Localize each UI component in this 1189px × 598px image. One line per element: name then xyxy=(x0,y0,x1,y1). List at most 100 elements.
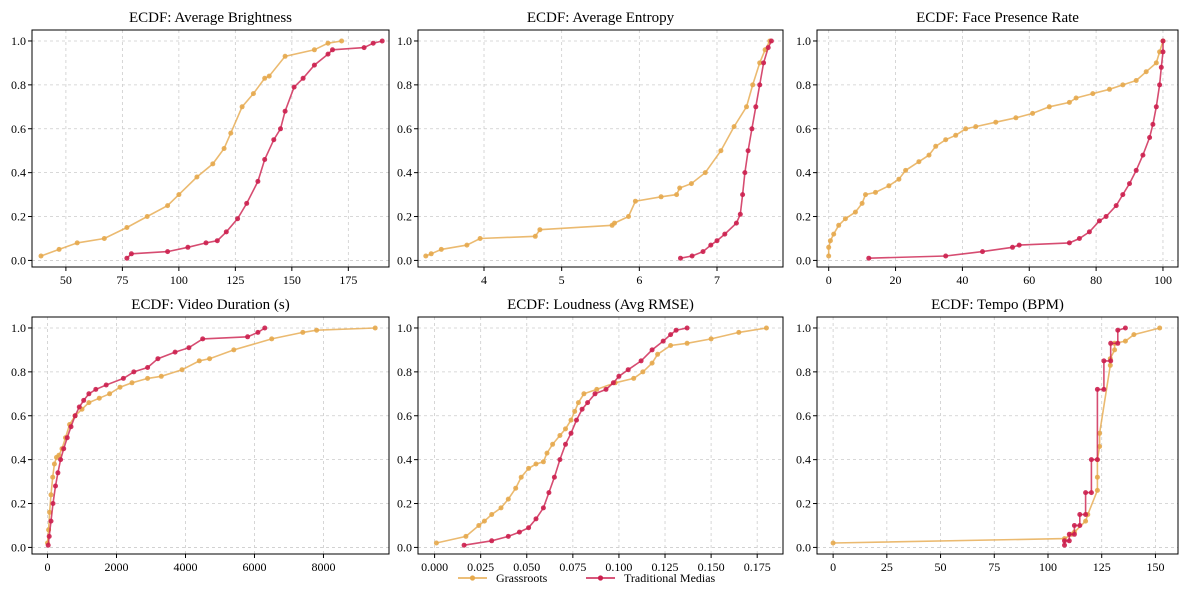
data-point-traditional xyxy=(45,542,51,548)
x-tick-label: 6000 xyxy=(242,560,266,574)
data-point-grassroots xyxy=(56,246,62,252)
data-point-grassroots xyxy=(1094,474,1100,480)
data-point-traditional xyxy=(55,470,61,476)
data-point-traditional xyxy=(262,157,268,162)
subplot-title: ECDF: Tempo (BPM) xyxy=(931,297,1064,313)
plot-frame xyxy=(417,316,784,555)
data-point-traditional xyxy=(86,391,92,397)
data-point-grassroots xyxy=(269,336,275,342)
data-point-traditional xyxy=(733,220,739,226)
data-point-grassroots xyxy=(1122,338,1128,344)
x-tick-label: 150 xyxy=(283,273,301,287)
data-point-grassroots xyxy=(563,426,568,432)
data-point-traditional xyxy=(262,325,268,331)
data-point-grassroots xyxy=(731,124,737,130)
data-point-grassroots xyxy=(339,38,345,44)
data-point-traditional xyxy=(172,349,178,355)
x-tick-label: 100 xyxy=(1154,273,1172,287)
data-point-grassroots xyxy=(464,242,470,248)
data-point-grassroots xyxy=(124,225,130,230)
subplot-4: 0 2000 4000 6000 8000 0.0 0.2 0.4 0.6 0.8 1.0 ECDF:… xyxy=(11,297,390,574)
y-tick-label: 0.6 xyxy=(11,409,26,423)
data-point-traditional xyxy=(300,75,306,81)
data-point-traditional xyxy=(757,82,763,88)
data-point-traditional xyxy=(1077,512,1083,517)
data-point-grassroots xyxy=(231,347,237,353)
series-traditional xyxy=(461,325,690,548)
plot-frame xyxy=(816,316,1179,555)
data-point-traditional xyxy=(616,373,622,379)
data-point-grassroots xyxy=(129,380,135,386)
series-grassroots xyxy=(423,38,773,259)
data-point-traditional xyxy=(700,249,706,255)
data-point-traditional xyxy=(58,457,64,463)
data-point-grassroots xyxy=(963,126,969,132)
y-tick-label: 0.0 xyxy=(11,540,26,554)
data-point-grassroots xyxy=(498,505,504,511)
y-tick-label: 1.0 xyxy=(11,321,26,335)
x-tick-label: 150 xyxy=(1146,560,1164,574)
data-point-traditional xyxy=(361,45,367,51)
y-tick-label: 0.0 xyxy=(397,540,412,554)
data-point-grassroots xyxy=(852,209,858,215)
data-point-grassroots xyxy=(916,159,922,165)
data-point-traditional xyxy=(1115,327,1121,333)
data-point-traditional xyxy=(53,483,58,489)
data-point-grassroots xyxy=(863,192,868,198)
data-point-traditional xyxy=(131,369,137,375)
y-tick-label: 0.6 xyxy=(11,122,26,136)
y-tick-label: 0.6 xyxy=(796,122,811,136)
data-point-grassroots xyxy=(1107,362,1113,368)
data-point-traditional xyxy=(761,60,767,66)
x-tick-label: 0.025 xyxy=(467,560,494,574)
y-tick-label: 1.0 xyxy=(397,34,412,48)
data-point-traditional xyxy=(660,338,666,344)
data-point-grassroots xyxy=(476,523,482,528)
subplot-title: ECDF: Face Presence Rate xyxy=(916,10,1079,26)
data-point-traditional xyxy=(203,240,209,246)
data-point-grassroots xyxy=(757,60,763,66)
x-tick-label: 0.000 xyxy=(421,560,448,574)
data-point-traditional xyxy=(489,538,495,544)
y-tick-label: 0.2 xyxy=(11,210,26,224)
data-point-grassroots xyxy=(489,512,495,517)
data-point-traditional xyxy=(563,441,568,447)
data-point-grassroots xyxy=(207,356,213,362)
x-tick-label: 25 xyxy=(881,560,893,574)
data-point-traditional xyxy=(684,325,690,331)
data-point-traditional xyxy=(46,533,52,539)
data-point-traditional xyxy=(291,84,297,90)
legend-grassroots-label: Grassroots xyxy=(496,571,548,585)
data-point-grassroots xyxy=(826,244,832,250)
x-tick-label: 0.050 xyxy=(513,560,540,574)
data-point-traditional xyxy=(765,45,771,51)
data-point-traditional xyxy=(742,170,748,176)
data-point-traditional xyxy=(124,255,130,261)
subplot-5: 0.000 0.025 0.050 0.075 0.100 0.125 0.150 0.175… xyxy=(397,297,784,574)
data-point-grassroots xyxy=(505,496,511,502)
data-point-grassroots xyxy=(1097,430,1103,436)
data-point-traditional xyxy=(1157,82,1163,88)
data-point-traditional xyxy=(603,386,609,392)
data-point-traditional xyxy=(753,104,759,110)
data-point-traditional xyxy=(1160,49,1166,55)
data-point-grassroots xyxy=(831,231,837,237)
data-point-grassroots xyxy=(1073,95,1079,101)
data-point-traditional xyxy=(1113,203,1119,209)
y-tick-label: 0.4 xyxy=(397,166,412,180)
data-point-traditional xyxy=(1096,218,1102,224)
data-point-traditional xyxy=(1088,457,1094,463)
data-point-traditional xyxy=(722,231,728,237)
x-tick-label: 4000 xyxy=(173,560,197,574)
data-point-traditional xyxy=(546,490,552,496)
data-point-traditional xyxy=(1066,531,1072,537)
data-point-traditional xyxy=(1153,104,1159,110)
y-tick-label: 0.8 xyxy=(11,78,26,92)
data-point-grassroots xyxy=(311,47,317,53)
data-point-grassroots xyxy=(107,391,113,397)
data-point-grassroots xyxy=(165,203,171,209)
data-point-traditional xyxy=(768,38,774,44)
data-point-grassroots xyxy=(594,386,600,392)
data-point-traditional xyxy=(678,255,683,261)
y-tick-label: 1.0 xyxy=(796,321,811,335)
